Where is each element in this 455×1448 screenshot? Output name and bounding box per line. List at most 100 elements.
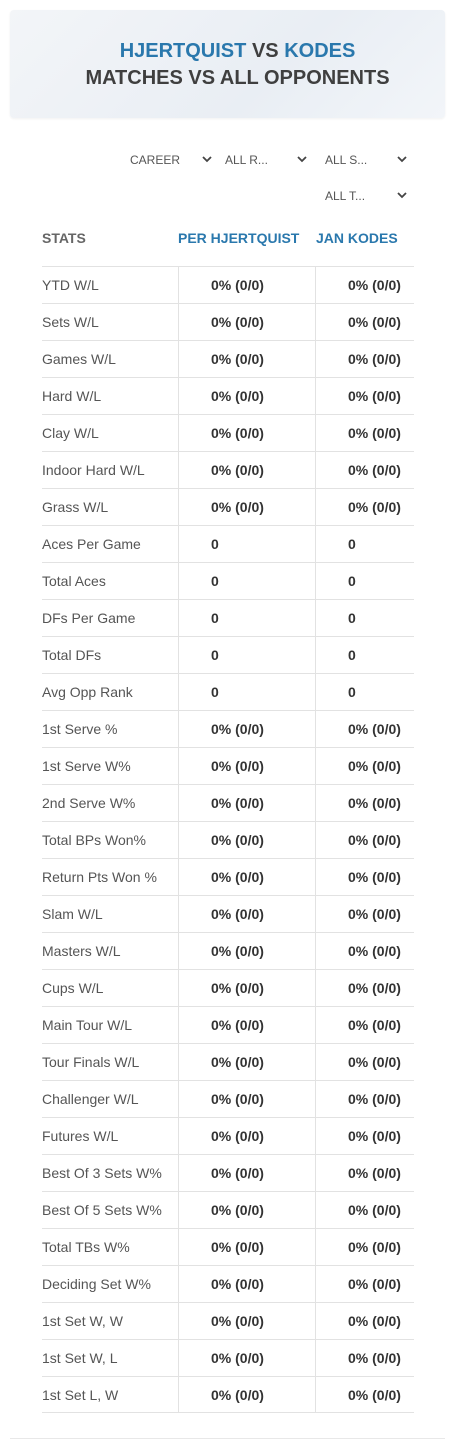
chevron — [202, 156, 212, 163]
stat-value: 0 — [178, 674, 315, 710]
stat-value: 0% (0/0) — [178, 378, 315, 414]
stat-value: 0% (0/0) — [178, 1044, 315, 1080]
stat-label: Slam W/L — [42, 906, 103, 922]
stat-value: 0% (0/0) — [178, 1155, 315, 1191]
stat-value: 0% (0/0) — [178, 822, 315, 858]
stat-value: 0% (0/0) — [178, 933, 315, 969]
stat-value: 0% (0/0) — [315, 415, 414, 451]
table-row: Deciding Set W% 0% (0/0) 0% (0/0) — [42, 1265, 414, 1302]
header-card: HJERTQUIST VS KODES MATCHES VS ALL OPPON… — [10, 10, 445, 118]
table-row: Clay W/L 0% (0/0) 0% (0/0) — [42, 414, 414, 451]
stat-label: 1st Serve % — [42, 721, 118, 737]
filter-label: ALL T... — [325, 189, 366, 203]
table-row: Total BPs Won% 0% (0/0) 0% (0/0) — [42, 821, 414, 858]
stat-value: 0% (0/0) — [315, 1007, 414, 1043]
stat-value: 0% (0/0) — [315, 1192, 414, 1228]
filter-label: ALL R... — [225, 153, 268, 167]
stat-value: 0% (0/0) — [315, 1340, 414, 1376]
stat-value: 0% (0/0) — [178, 304, 315, 340]
stat-label: Hard W/L — [42, 388, 102, 404]
stat-label: Best Of 3 Sets W% — [42, 1165, 162, 1181]
stat-value: 0% (0/0) — [315, 1303, 414, 1339]
stat-label: Games W/L — [42, 351, 116, 367]
table-row: Main Tour W/L 0% (0/0) 0% (0/0) — [42, 1006, 414, 1043]
table-row: 1st Set W, L 0% (0/0) 0% (0/0) — [42, 1339, 414, 1376]
table-row: 1st Serve % 0% (0/0) 0% (0/0) — [42, 710, 414, 747]
stat-value: 0% (0/0) — [315, 452, 414, 488]
stat-value: 0% (0/0) — [178, 1266, 315, 1302]
stat-value: 0 — [178, 600, 315, 636]
stat-value: 0% (0/0) — [315, 748, 414, 784]
stat-label: Total BPs Won% — [42, 832, 147, 848]
chevron — [297, 156, 307, 163]
stat-value: 0% (0/0) — [178, 415, 315, 451]
stat-value: 0% (0/0) — [178, 1118, 315, 1154]
stat-value: 0% (0/0) — [178, 748, 315, 784]
stat-value: 0% (0/0) — [315, 933, 414, 969]
stat-value: 0% (0/0) — [315, 267, 414, 303]
table-row: 1st Set L, W 0% (0/0) 0% (0/0) — [42, 1376, 414, 1413]
table-row: 1st Set W, W 0% (0/0) 0% (0/0) — [42, 1302, 414, 1339]
stat-value: 0% (0/0) — [178, 970, 315, 1006]
stat-label: Sets W/L — [42, 314, 99, 330]
stat-value: 0% (0/0) — [178, 1377, 315, 1413]
stat-label: Best Of 5 Sets W% — [42, 1202, 162, 1218]
stat-value: 0% (0/0) — [178, 1007, 315, 1043]
stat-value: 0% (0/0) — [315, 896, 414, 932]
column-header: PER HJERTQUIST — [178, 230, 300, 246]
table-row: 2nd Serve W% 0% (0/0) 0% (0/0) — [42, 784, 414, 821]
stat-label: Tour Finals W/L — [42, 1054, 140, 1070]
filter-label: ALL S... — [325, 153, 368, 167]
filter-label: CAREER — [130, 153, 181, 167]
table-row: Total DFs 0 0 — [42, 636, 414, 673]
filter-select[interactable]: ALL S... — [317, 148, 409, 172]
divider — [10, 1438, 445, 1439]
player-name: HJERTQUIST — [119, 40, 247, 62]
stat-value: 0% (0/0) — [315, 711, 414, 747]
filter-select[interactable]: CAREER — [122, 148, 214, 172]
stat-value: 0% (0/0) — [178, 711, 315, 747]
stat-value: 0% (0/0) — [315, 1081, 414, 1117]
stat-value: 0% (0/0) — [178, 785, 315, 821]
filter-select[interactable]: ALL R... — [217, 148, 309, 172]
table-row: Avg Opp Rank 0 0 — [42, 673, 414, 710]
stat-value: 0% (0/0) — [178, 896, 315, 932]
stat-label: Total DFs — [42, 647, 102, 663]
table-row: DFs Per Game 0 0 — [42, 599, 414, 636]
stat-value: 0 — [315, 563, 414, 599]
stat-value: 0 — [178, 563, 315, 599]
stat-value: 0% (0/0) — [315, 341, 414, 377]
column-header: STATS — [42, 230, 86, 246]
stat-value: 0% (0/0) — [315, 304, 414, 340]
table-row: Total Aces 0 0 — [42, 562, 414, 599]
stat-value: 0% (0/0) — [315, 1118, 414, 1154]
stat-label: Masters W/L — [42, 943, 121, 959]
stat-label: 1st Serve W% — [42, 758, 131, 774]
stat-value: 0% (0/0) — [315, 970, 414, 1006]
table-row: YTD W/L 0% (0/0) 0% (0/0) — [42, 266, 414, 303]
stat-label: Futures W/L — [42, 1128, 119, 1144]
filter-select[interactable]: ALL T... — [317, 184, 409, 208]
stat-label: Total TBs W% — [42, 1239, 130, 1255]
stat-value: 0% (0/0) — [178, 341, 315, 377]
title-rest: MATCHES VS ALL OPPONENTS — [85, 67, 390, 89]
table-row: Games W/L 0% (0/0) 0% (0/0) — [42, 340, 414, 377]
stat-label: 1st Set W, W — [42, 1313, 123, 1329]
table-row: Tour Finals W/L 0% (0/0) 0% (0/0) — [42, 1043, 414, 1080]
stat-label: 1st Set W, L — [42, 1350, 118, 1366]
table-row: Cups W/L 0% (0/0) 0% (0/0) — [42, 969, 414, 1006]
stat-value: 0% (0/0) — [315, 1155, 414, 1191]
stat-value: 0% (0/0) — [178, 859, 315, 895]
table-row: Grass W/L 0% (0/0) 0% (0/0) — [42, 488, 414, 525]
stat-value: 0% (0/0) — [178, 489, 315, 525]
stat-value: 0 — [178, 637, 315, 673]
stat-value: 0% (0/0) — [315, 859, 414, 895]
chevron — [397, 156, 407, 163]
opponent-name: KODES — [284, 40, 356, 62]
stat-label: Grass W/L — [42, 499, 109, 515]
stat-value: 0% (0/0) — [315, 785, 414, 821]
chevron — [397, 192, 407, 199]
table-row: Best Of 3 Sets W% 0% (0/0) 0% (0/0) — [42, 1154, 414, 1191]
stat-value: 0 — [315, 674, 414, 710]
